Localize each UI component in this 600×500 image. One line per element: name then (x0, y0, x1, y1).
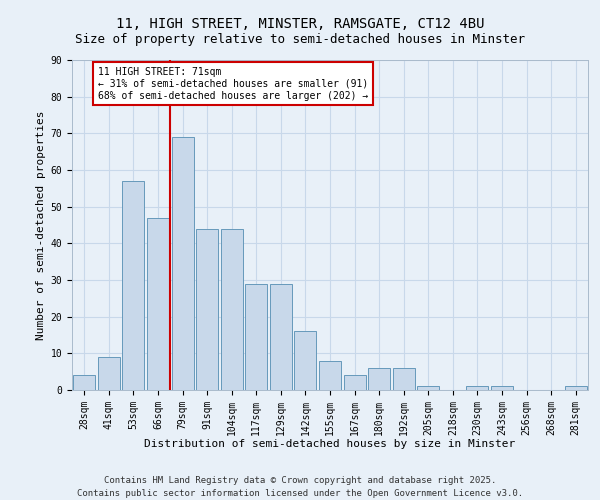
Text: Contains HM Land Registry data © Crown copyright and database right 2025.
Contai: Contains HM Land Registry data © Crown c… (77, 476, 523, 498)
Bar (319, 360, 341, 390)
Bar (196, 228, 218, 390)
Bar (295, 332, 316, 390)
Bar (565, 386, 587, 390)
Bar (270, 284, 292, 390)
Bar (147, 218, 169, 390)
Bar (491, 386, 513, 390)
Bar (417, 386, 439, 390)
Text: 11 HIGH STREET: 71sqm
← 31% of semi-detached houses are smaller (91)
68% of semi: 11 HIGH STREET: 71sqm ← 31% of semi-deta… (98, 68, 368, 100)
Bar (344, 376, 365, 390)
Bar (122, 181, 145, 390)
Bar (392, 368, 415, 390)
Bar (466, 386, 488, 390)
Bar (221, 228, 243, 390)
Bar (172, 137, 194, 390)
Y-axis label: Number of semi-detached properties: Number of semi-detached properties (37, 110, 46, 340)
Bar (245, 284, 268, 390)
Text: 11, HIGH STREET, MINSTER, RAMSGATE, CT12 4BU: 11, HIGH STREET, MINSTER, RAMSGATE, CT12… (116, 18, 484, 32)
Text: Size of property relative to semi-detached houses in Minster: Size of property relative to semi-detach… (75, 32, 525, 46)
Bar (98, 357, 120, 390)
X-axis label: Distribution of semi-detached houses by size in Minster: Distribution of semi-detached houses by … (145, 439, 515, 449)
Bar (73, 376, 95, 390)
Bar (368, 368, 390, 390)
